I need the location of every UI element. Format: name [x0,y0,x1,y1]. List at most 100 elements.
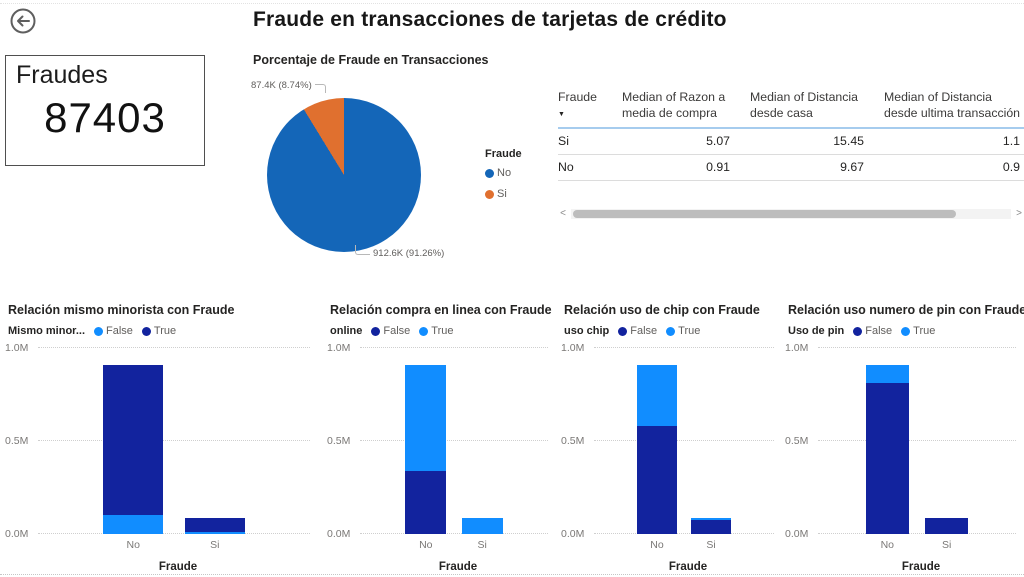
bar-no[interactable]: No [103,348,164,551]
scrollbar-track[interactable] [571,209,1011,219]
y-tick-label: 1.0M [785,342,809,354]
bar-segment-true[interactable] [865,364,910,384]
y-tick-label: 0.0M [561,528,585,540]
legend-label-false: False [630,325,658,337]
legend-item-false[interactable]: False [94,325,133,337]
legend-item-true[interactable]: True [141,325,176,337]
gridline [594,440,774,441]
bar-si[interactable]: Si [184,348,245,551]
table-row-no[interactable]: No 0.91 9.67 0.9 [558,155,1024,181]
scrollbar-thumb[interactable] [573,210,956,218]
legend-item-si[interactable]: Si [485,188,522,200]
back-arrow-icon [10,8,36,34]
cell-fraude: No [558,159,574,174]
plot-wrap: 0.0M 0.5M 1.0M No Si [2,342,318,551]
bar-no[interactable]: No [637,348,677,551]
bar-segment-true[interactable] [405,364,447,471]
leader-line [314,84,326,93]
scroll-right-icon[interactable]: > [1016,208,1022,219]
bar-si[interactable]: Si [924,348,969,551]
pie-value-label: 87.4K (8.74%) [251,80,312,91]
bar-stack [103,364,164,534]
bar-stack [184,517,245,534]
legend-label-no: No [497,167,512,179]
bar-stack [461,517,503,534]
bar-segment-false[interactable] [637,426,677,534]
pie-value-label: 912.6K (91.26%) [373,248,445,259]
x-axis-title: Fraude [901,561,941,573]
legend-item-false[interactable]: False [618,325,657,337]
table-row-si[interactable]: Si 5.07 15.45 1.1 [558,129,1024,155]
legend-dot-true [141,326,151,336]
fraud-count-card[interactable]: Fraudes 87403 [5,55,205,166]
bar-si[interactable]: Si [691,348,731,551]
kpi-value: 87403 [44,94,166,141]
y-tick-label: 0.0M [327,528,351,540]
bar-segment-false[interactable] [184,532,245,534]
bar-segment-false[interactable] [924,517,969,534]
legend-dot-false [371,326,381,336]
bar-segment-true[interactable] [691,517,731,521]
legend-item-true[interactable]: True [419,325,454,337]
legend-dot-true [666,326,676,336]
bar-no[interactable]: No [865,348,910,551]
legend-label-si: Si [497,188,507,200]
page-title: Fraude en transacciones de tarjetas de c… [253,8,727,31]
bars-group: No Si [818,348,1016,551]
cell-distancia-ultima: 0.9 [1002,159,1020,174]
bar-segment-true[interactable] [637,364,677,427]
bars-group: No Si [594,348,774,551]
top-divider [0,3,1024,4]
bar-segment-true[interactable] [103,364,164,516]
legend-dot-true [901,326,911,336]
gridline [38,347,310,348]
bar-segment-false[interactable] [103,515,164,534]
bar-si[interactable]: Si [461,348,503,551]
plot-area: No Si [360,347,548,551]
cell-distancia-casa: 9.67 [840,159,864,174]
bar-segment-false[interactable] [405,470,447,534]
column-header-distancia-casa[interactable]: Median of Distancia desde casa [750,90,858,120]
bar-stack [691,517,731,534]
bar-segment-true[interactable] [461,517,503,534]
chart-legend: online False True [330,324,556,338]
back-button[interactable] [8,6,38,36]
bar-segment-false[interactable] [691,520,731,534]
gridline [38,533,310,534]
column-header-razon-media-compra[interactable]: Median of Razon a media de compra [622,90,726,120]
bottom-divider [0,574,1024,575]
bar-stack [405,364,447,534]
pie-chart[interactable] [267,98,421,252]
column-header-distancia-ultima[interactable]: Median of Distancia desde ultima transac… [884,90,1021,120]
plot-wrap: 0.0M 0.5M 1.0M No Si [324,342,556,551]
gridline [360,533,548,534]
x-category-label: Si [210,539,220,551]
bar-stack [865,364,910,534]
y-axis: 0.0M 0.5M 1.0M [561,342,591,540]
x-category-label: No [419,539,433,551]
legend-item-no[interactable]: No [485,167,522,179]
legend-item-false[interactable]: False [853,325,892,337]
legend-item-true[interactable]: True [666,325,700,337]
x-category-label: No [880,539,895,551]
pie-label-si: 87.4K (8.74%) [251,80,326,93]
y-tick-label: 1.0M [327,342,351,354]
column-header-fraude[interactable]: Fraude ▼ [558,90,616,122]
bar-no[interactable]: No [405,348,447,551]
legend-title: Fraude [485,148,522,160]
table-scrollbar[interactable]: < > [558,208,1024,220]
bar-segment-false[interactable] [865,383,910,534]
legend-item-true[interactable]: True [901,325,935,337]
gridline [594,347,774,348]
cell-distancia-casa: 15.45 [833,133,864,148]
scroll-left-icon[interactable]: < [560,208,566,219]
bar-chart-uso-numero-pin: Relación uso numero de pin con Fraude Us… [782,295,1024,575]
fraud-medians-table: Fraude ▼ Median of Razon a media de comp… [558,90,1024,220]
y-tick-label: 0.5M [785,435,809,447]
bars-group: No Si [360,348,548,551]
legend-dot-false [618,326,628,336]
bar-segment-true[interactable] [184,517,245,533]
legend-item-false[interactable]: False [371,325,410,337]
y-tick-label: 0.0M [785,528,809,540]
legend-label-true: True [431,325,454,337]
